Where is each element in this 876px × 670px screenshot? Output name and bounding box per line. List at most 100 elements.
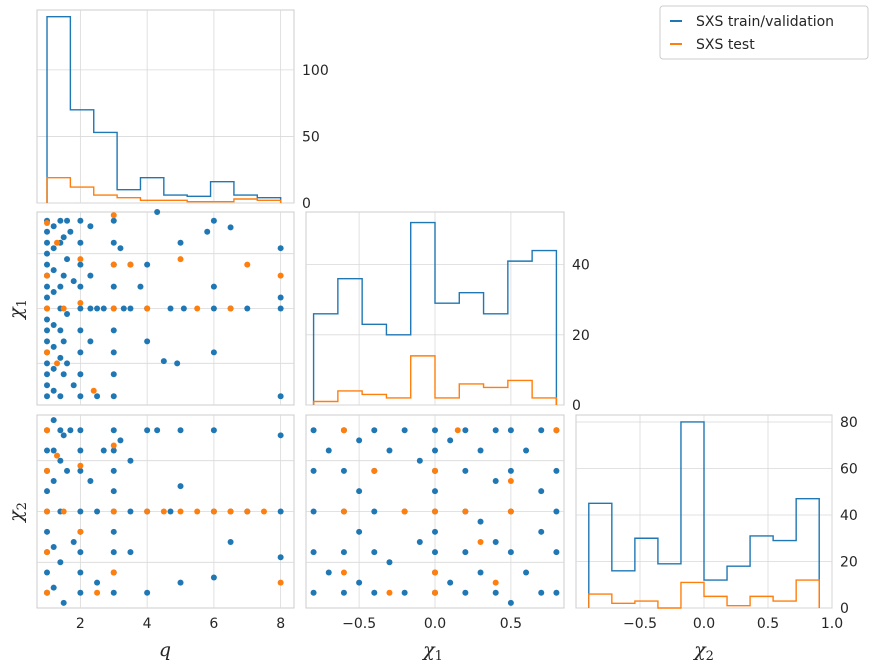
- scatter-q-chi1-test-point: [77, 300, 84, 307]
- scatter-q-chi2-test-point: [110, 442, 117, 449]
- scatter-q-chi1-train-point: [64, 310, 71, 317]
- scatter-chi1-chi2-train-point: [538, 488, 545, 495]
- scatter-q-chi2-test-point: [77, 528, 84, 535]
- scatter-q-chi1-train-point: [154, 209, 161, 215]
- scatter-q-chi2-test-point: [54, 452, 61, 459]
- scatter-q-chi1-test-point: [227, 305, 234, 312]
- scatter-q-chi1-test-point: [194, 305, 201, 312]
- hist-chi2-xtick-label: 0.5: [757, 616, 779, 632]
- scatter-q-chi2-xtick-label: 4: [143, 616, 152, 632]
- scatter-chi1-chi2-train-point: [492, 427, 499, 434]
- scatter-q-chi2-train-point: [210, 574, 217, 581]
- scatter-q-chi1-train-point: [60, 234, 67, 241]
- scatter-chi1-chi2-train-point: [492, 589, 499, 596]
- scatter-q-chi2-test-point: [194, 508, 201, 515]
- scatter-q-chi1-train-point: [180, 305, 187, 312]
- scatter-q-chi2-test-point: [260, 508, 267, 515]
- scatter-chi1-chi2-train-point: [401, 589, 408, 596]
- scatter-q-chi1-train-point: [120, 305, 127, 312]
- scatter-q-chi2-train-point: [50, 478, 57, 485]
- scatter-q-chi2-train-point: [100, 447, 107, 454]
- scatter-q-chi2-train-point: [70, 538, 77, 545]
- scatter-chi1-chi2-train-point: [371, 508, 378, 515]
- scatter-q-chi2-train-point: [50, 584, 57, 591]
- scatter-chi1-chi2-train-point: [507, 599, 514, 606]
- hist-chi2-test-step: [588, 579, 820, 609]
- scatter-q-chi2-train-point: [127, 457, 134, 464]
- scatter-q-chi1-train-point: [44, 360, 51, 367]
- scatter-chi1-chi2-train-point: [310, 549, 317, 556]
- scatter-q-chi2-test-point: [44, 427, 51, 434]
- scatter-q-chi2-train-point: [44, 447, 51, 454]
- scatter-q-chi1-train-point: [57, 327, 64, 334]
- scatter-q-chi1-train-point: [57, 283, 64, 290]
- scatter-chi1-chi2-train-point: [507, 427, 514, 434]
- scatter-chi1-chi2-test-point: [507, 478, 514, 485]
- hist-chi1-ytick-label: 0: [572, 398, 581, 414]
- scatter-q-chi1-train-point: [50, 343, 57, 350]
- scatter-q-chi2-test-point: [110, 569, 117, 576]
- scatter-chi1-chi2-train-point: [325, 447, 332, 454]
- scatter-q-chi1-train-point: [77, 327, 84, 334]
- scatter-q-chi1-test-point: [244, 261, 251, 268]
- scatter-chi1-chi2-train-point: [432, 427, 438, 434]
- scatter-q-chi1-test-point: [144, 305, 151, 312]
- scatter-q-chi1-train-point: [44, 294, 51, 301]
- scatter-q-chi2-train-point: [110, 467, 117, 474]
- scatter-q-chi2-train-point: [67, 427, 74, 434]
- scatter-q-chi1-train-point: [50, 245, 57, 252]
- scatter-chi1-chi2-train-point: [432, 447, 438, 454]
- scatter-q-chi1-train-point: [44, 261, 51, 268]
- scatter-q-chi2-train-point: [117, 437, 124, 444]
- scatter-q-chi1-train-point: [144, 261, 151, 268]
- scatter-chi1-chi2-train-point: [523, 569, 530, 576]
- scatter-chi1-chi2-train-point: [447, 437, 454, 444]
- scatter-q-chi1-train-point: [110, 283, 117, 290]
- scatter-q-chi2-train-point: [60, 599, 67, 606]
- hist-q-ytick-label: 0: [302, 196, 311, 212]
- scatter-q-chi2-train-point: [277, 432, 284, 439]
- scatter-q-chi1-train-point: [64, 360, 71, 367]
- scatter-chi1-chi2-test-point: [492, 579, 499, 586]
- scatter-q-chi1-train-point: [110, 393, 117, 400]
- scatter-q-chi2-train-point: [44, 528, 51, 535]
- scatter-q-chi1-train-point: [160, 358, 167, 365]
- scatter-q-chi1-train-point: [44, 382, 51, 389]
- scatter-q-chi2-train-point: [94, 508, 101, 515]
- scatter-q-chi2-train-point: [77, 549, 84, 556]
- scatter-chi1-chi2-train-point: [356, 437, 363, 444]
- hist-chi2-ytick-label: 0: [840, 601, 849, 617]
- scatter-q-chi1-train-point: [44, 327, 51, 334]
- scatter-chi1-chi2-test-point: [432, 589, 438, 596]
- scatter-q-chi1-test-point: [110, 261, 117, 268]
- scatter-q-chi2-train-point: [44, 488, 51, 495]
- scatter-q-chi2-train-point: [110, 427, 117, 434]
- scatter-q-chi2-test-point: [277, 579, 284, 586]
- scatter-chi1-chi2-test-point: [371, 467, 378, 474]
- scatter-chi1-chi2-train-point: [553, 467, 560, 474]
- scatter-chi1-chi2-test-point: [432, 569, 438, 576]
- scatter-q-chi2-train-point: [110, 488, 117, 495]
- scatter-q-chi1-test-point: [54, 239, 61, 246]
- scatter-q-chi2-train-point: [177, 427, 184, 434]
- scatter-q-chi2-train-point: [77, 589, 84, 596]
- scatter-chi1-chi2-test-point: [432, 467, 438, 474]
- scatter-chi1-chi2-train-point: [356, 488, 363, 495]
- hist-q-frame: [36, 9, 295, 204]
- x-axis-label-chi1: χ1: [421, 639, 443, 664]
- hist-q-train-step: [46, 15, 282, 203]
- scatter-q-chi2-train-point: [210, 427, 217, 434]
- scatter-chi1-chi2-train-point: [432, 488, 438, 495]
- scatter-q-chi1-test-point: [90, 387, 97, 394]
- scatter-q-chi2-test-point: [110, 508, 117, 515]
- scatter-q-chi1-train-point: [70, 278, 77, 285]
- scatter-chi1-chi2-test-point: [340, 427, 347, 434]
- scatter-chi1-chi2-train-point: [553, 508, 560, 515]
- scatter-q-chi2-test-point: [160, 508, 167, 515]
- scatter-chi1-chi2-train-point: [356, 579, 363, 586]
- scatter-chi1-chi2-train-point: [310, 508, 317, 515]
- scatter-q-chi1-train-point: [110, 239, 117, 246]
- scatter-q-chi1-train-point: [50, 321, 57, 328]
- scatter-q-chi1-train-point: [64, 217, 71, 224]
- scatter-chi1-chi2-test-point: [477, 538, 484, 545]
